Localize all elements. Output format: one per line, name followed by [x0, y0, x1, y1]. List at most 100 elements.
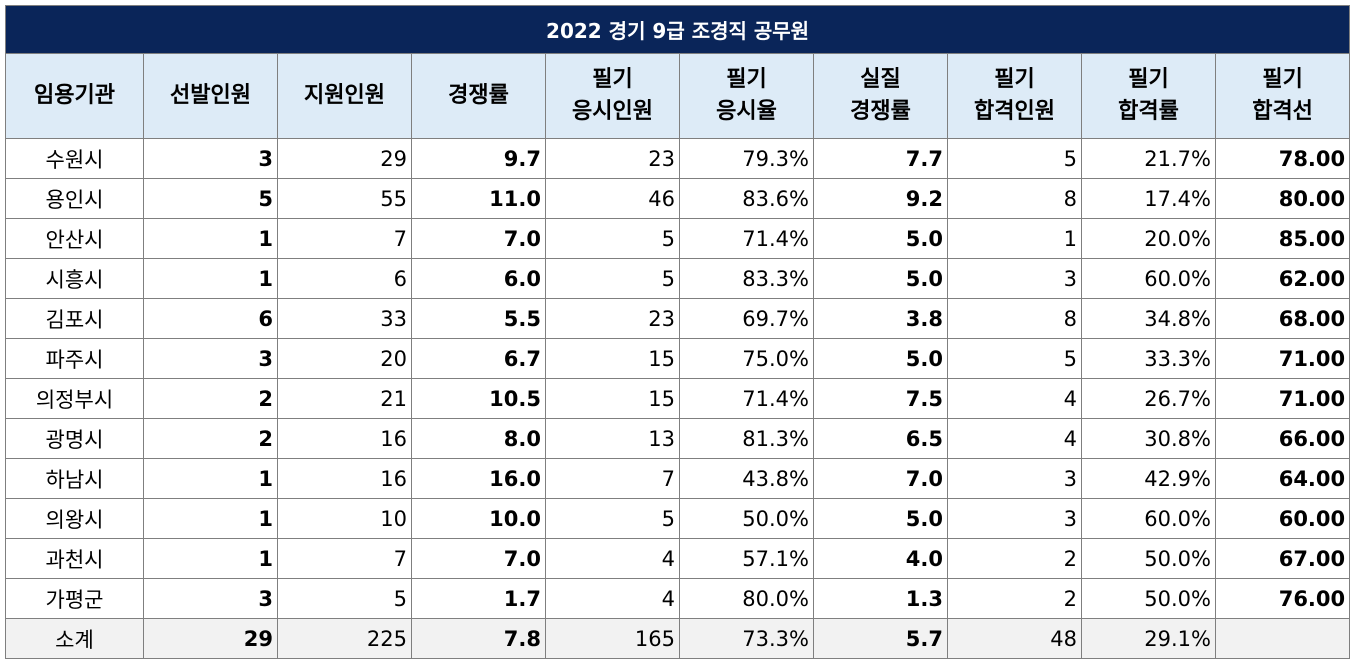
cell-pass-rate: 60.0% — [1081, 258, 1216, 299]
cell-written-rate: 73.3% — [679, 618, 814, 659]
cell-written-passers: 4 — [947, 418, 1082, 459]
cell-selected: 1 — [143, 218, 278, 259]
cell-agency: 과천시 — [5, 538, 144, 579]
cell-cutoff: 71.00 — [1214, 338, 1351, 379]
cell-written-rate: 83.6% — [679, 178, 814, 219]
cell-written-rate: 50.0% — [679, 498, 814, 539]
cell-written-takers: 15 — [545, 378, 680, 419]
cell-pass-rate: 26.7% — [1081, 378, 1216, 419]
cell-competition-rate: 7.8 — [411, 618, 546, 659]
cell-applicants: 33 — [277, 298, 412, 339]
cell-cutoff — [1214, 618, 1351, 659]
cell-competition-rate: 1.7 — [411, 578, 546, 619]
cell-pass-rate: 50.0% — [1081, 578, 1216, 619]
cell-cutoff: 71.00 — [1214, 378, 1351, 419]
header-written-passers: 필기 합격인원 — [947, 53, 1082, 139]
cell-cutoff: 66.00 — [1214, 418, 1351, 459]
cell-pass-rate: 29.1% — [1081, 618, 1216, 659]
cell-agency: 안산시 — [5, 218, 144, 259]
cell-cutoff: 76.00 — [1214, 578, 1351, 619]
cell-real-competition: 1.3 — [813, 578, 948, 619]
table-row: 김포시 6 33 5.5 23 69.7% 3.8 8 34.8% 68.00 — [5, 298, 1351, 339]
cell-real-competition: 7.5 — [813, 378, 948, 419]
cell-selected: 5 — [143, 178, 278, 219]
cell-written-rate: 43.8% — [679, 458, 814, 499]
header-written-takers: 필기 응시인원 — [545, 53, 680, 139]
cell-pass-rate: 50.0% — [1081, 538, 1216, 579]
cell-selected: 3 — [143, 338, 278, 379]
header-competition-rate: 경쟁률 — [411, 53, 546, 139]
cell-real-competition: 6.5 — [813, 418, 948, 459]
total-row: 소계 29 225 7.8 165 73.3% 5.7 48 29.1% — [5, 618, 1351, 659]
header-real-competition: 실질 경쟁률 — [813, 53, 948, 139]
cell-written-passers: 2 — [947, 578, 1082, 619]
cell-written-passers: 5 — [947, 138, 1082, 179]
cell-selected: 29 — [143, 618, 278, 659]
cell-applicants: 7 — [277, 218, 412, 259]
cell-cutoff: 85.00 — [1214, 218, 1351, 259]
table-row: 가평군 3 5 1.7 4 80.0% 1.3 2 50.0% 76.00 — [5, 578, 1351, 619]
cell-selected: 3 — [143, 578, 278, 619]
header-row: 임용기관 선발인원 지원인원 경쟁률 필기 응시인원 필기 응시율 실질 경쟁률 필기 합격인원 필기 합… — [5, 53, 1351, 139]
table-title: 2022 경기 9급 조경직 공무원 — [4, 5, 1351, 54]
cell-agency: 용인시 — [5, 178, 144, 219]
cell-selected: 3 — [143, 138, 278, 179]
cell-pass-rate: 17.4% — [1081, 178, 1216, 219]
header-selected: 선발인원 — [143, 53, 278, 139]
table-row: 용인시 5 55 11.0 46 83.6% 9.2 8 17.4% 80.00 — [5, 178, 1351, 219]
cell-pass-rate: 33.3% — [1081, 338, 1216, 379]
cell-selected: 1 — [143, 458, 278, 499]
cell-agency: 파주시 — [5, 338, 144, 379]
cell-written-passers: 3 — [947, 498, 1082, 539]
cell-competition-rate: 11.0 — [411, 178, 546, 219]
cell-applicants: 7 — [277, 538, 412, 579]
cell-competition-rate: 10.5 — [411, 378, 546, 419]
cell-selected: 2 — [143, 378, 278, 419]
table-container: 2022 경기 9급 조경직 공무원 임용기관 선발인원 지원인원 경쟁률 필기 응시인원… — [4, 5, 1351, 659]
cell-written-takers: 13 — [545, 418, 680, 459]
cell-cutoff: 80.00 — [1214, 178, 1351, 219]
header-written-rate: 필기 응시율 — [679, 53, 814, 139]
cell-written-passers: 8 — [947, 298, 1082, 339]
table-row: 의왕시 1 10 10.0 5 50.0% 5.0 3 60.0% 60.00 — [5, 498, 1351, 539]
cell-written-passers: 48 — [947, 618, 1082, 659]
cell-pass-rate: 60.0% — [1081, 498, 1216, 539]
table-row: 의정부시 2 21 10.5 15 71.4% 7.5 4 26.7% 71.00 — [5, 378, 1351, 419]
cell-real-competition: 5.0 — [813, 498, 948, 539]
cell-agency: 수원시 — [5, 138, 144, 179]
cell-selected: 2 — [143, 418, 278, 459]
cell-competition-rate: 10.0 — [411, 498, 546, 539]
cell-applicants: 16 — [277, 458, 412, 499]
cell-competition-rate: 7.0 — [411, 218, 546, 259]
cell-agency: 소계 — [5, 618, 144, 659]
cell-agency: 김포시 — [5, 298, 144, 339]
cell-applicants: 55 — [277, 178, 412, 219]
cell-written-takers: 4 — [545, 538, 680, 579]
cell-written-takers: 4 — [545, 578, 680, 619]
cell-written-takers: 5 — [545, 218, 680, 259]
cell-applicants: 16 — [277, 418, 412, 459]
cell-written-passers: 4 — [947, 378, 1082, 419]
cell-applicants: 6 — [277, 258, 412, 299]
table-row: 과천시 1 7 7.0 4 57.1% 4.0 2 50.0% 67.00 — [5, 538, 1351, 579]
cell-written-takers: 23 — [545, 138, 680, 179]
header-agency: 임용기관 — [5, 53, 144, 139]
cell-written-rate: 81.3% — [679, 418, 814, 459]
table-body: 수원시 3 29 9.7 23 79.3% 7.7 5 21.7% 78.00 용인시 5 55 11.0… — [5, 138, 1351, 659]
cell-agency: 의왕시 — [5, 498, 144, 539]
cell-cutoff: 78.00 — [1214, 138, 1351, 179]
cell-written-takers: 165 — [545, 618, 680, 659]
cell-competition-rate: 6.7 — [411, 338, 546, 379]
cell-real-competition: 3.8 — [813, 298, 948, 339]
cell-real-competition: 4.0 — [813, 538, 948, 579]
cell-pass-rate: 42.9% — [1081, 458, 1216, 499]
cell-real-competition: 7.7 — [813, 138, 948, 179]
cell-pass-rate: 34.8% — [1081, 298, 1216, 339]
cell-agency: 광명시 — [5, 418, 144, 459]
cell-pass-rate: 21.7% — [1081, 138, 1216, 179]
cell-selected: 1 — [143, 538, 278, 579]
cell-real-competition: 5.0 — [813, 338, 948, 379]
cell-cutoff: 68.00 — [1214, 298, 1351, 339]
table-row: 광명시 2 16 8.0 13 81.3% 6.5 4 30.8% 66.00 — [5, 418, 1351, 459]
cell-real-competition: 9.2 — [813, 178, 948, 219]
